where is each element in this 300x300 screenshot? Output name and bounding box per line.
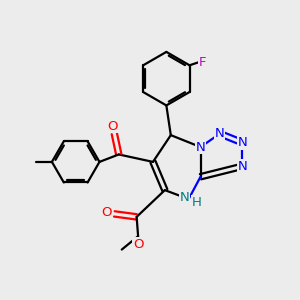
Text: F: F bbox=[199, 56, 207, 69]
Text: N: N bbox=[237, 136, 247, 149]
Text: N: N bbox=[215, 127, 225, 140]
Text: O: O bbox=[133, 238, 143, 251]
Text: N: N bbox=[196, 140, 206, 154]
Text: H: H bbox=[192, 196, 202, 208]
Text: O: O bbox=[108, 120, 118, 133]
Text: N: N bbox=[179, 191, 189, 204]
Text: O: O bbox=[101, 206, 111, 219]
Text: N: N bbox=[237, 160, 247, 173]
